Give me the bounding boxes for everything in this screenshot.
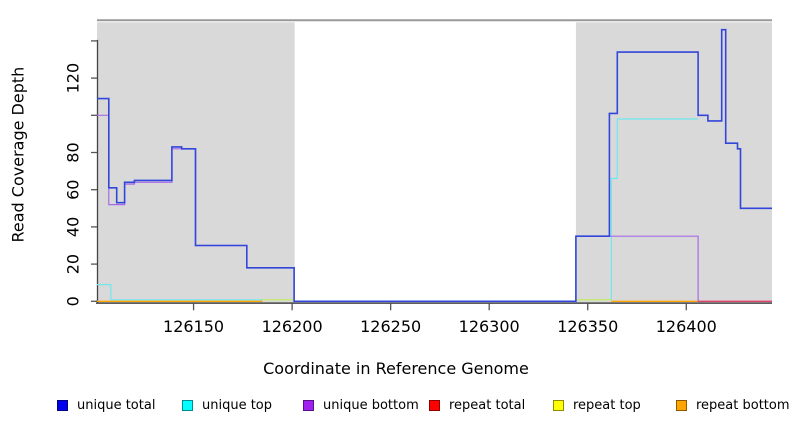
legend-swatch-icon (429, 399, 440, 411)
y-tick-label: 40 (64, 217, 83, 237)
legend-label: unique top (202, 397, 273, 413)
legend-label: unique bottom (323, 397, 419, 413)
legend-item-repeat-bottom: repeat bottom (676, 396, 790, 414)
legend-item-unique-total: unique total (57, 396, 155, 414)
x-tick-label: 126350 (557, 317, 618, 336)
y-axis-title: Read Coverage Depth (8, 66, 28, 243)
legend-item-unique-top: unique top (182, 396, 272, 414)
legend-label: repeat total (449, 397, 526, 413)
legend-label: repeat bottom (696, 397, 790, 413)
legend-label: repeat top (573, 397, 641, 413)
x-tick-label: 126400 (656, 317, 717, 336)
x-tick-label: 126150 (163, 317, 224, 336)
legend-item-repeat-total: repeat total (429, 396, 525, 414)
series-line-unique-top (97, 284, 295, 301)
legend-item-unique-bottom: unique bottom (303, 396, 419, 414)
legend-label: unique total (77, 397, 156, 413)
y-tick-label: 80 (64, 142, 83, 162)
x-tick-label: 126250 (360, 317, 421, 336)
y-tick-label: 60 (64, 180, 83, 200)
masked-region (575, 22, 772, 303)
legend: unique total unique top unique bottom repea… (0, 396, 792, 418)
legend-swatch-icon (303, 399, 314, 411)
legend-swatch-icon (676, 399, 687, 411)
y-tick-label: 20 (64, 254, 83, 274)
x-tick-label: 126300 (459, 317, 520, 336)
legend-swatch-icon (182, 399, 193, 411)
legend-item-repeat-top: repeat top (553, 396, 641, 414)
x-tick-label: 126200 (262, 317, 323, 336)
legend-swatch-icon (57, 399, 68, 411)
y-tick-label: 0 (64, 296, 83, 306)
series-line-unique-total (97, 28, 772, 303)
x-axis-title: Coordinate in Reference Genome (263, 359, 529, 378)
legend-swatch-icon (553, 399, 564, 411)
y-tick-label: 120 (64, 63, 83, 94)
